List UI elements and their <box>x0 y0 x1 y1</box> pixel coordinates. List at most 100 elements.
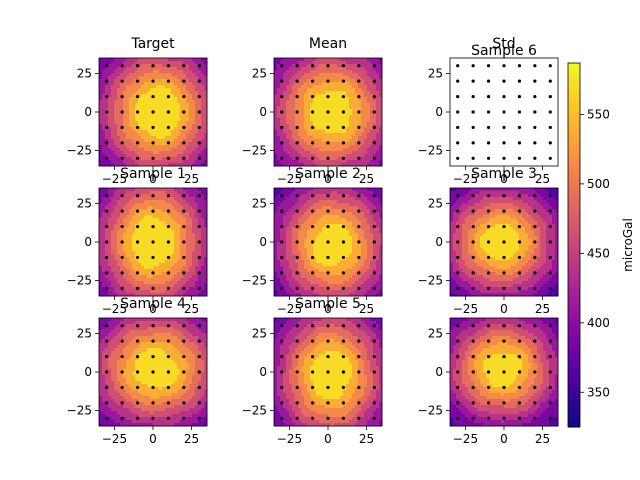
contour-cell <box>195 212 199 216</box>
contour-cell <box>274 263 278 267</box>
contour-cell <box>292 230 296 234</box>
contour-cell <box>334 260 338 264</box>
contour-cell <box>105 133 109 137</box>
contour-cell <box>180 121 184 125</box>
contour-cell <box>153 64 157 68</box>
contour-cell <box>355 61 359 65</box>
contour-cell <box>153 109 157 113</box>
contour-cell <box>120 121 124 125</box>
contour-cell <box>108 61 112 65</box>
contour-cell <box>325 218 329 222</box>
contour-cell <box>328 115 332 119</box>
contour-cell <box>204 236 208 240</box>
contour-cell <box>174 236 178 240</box>
contour-cell <box>319 67 323 71</box>
contour-cell <box>141 212 145 216</box>
contour-cell <box>204 191 208 195</box>
contour-cell <box>352 58 356 62</box>
contour-cell <box>135 58 139 62</box>
contour-cell <box>99 257 103 261</box>
station-dot <box>105 271 109 275</box>
station-dot <box>197 125 201 130</box>
contour-cell <box>132 91 136 95</box>
contour-cell <box>322 236 326 240</box>
contour-cell <box>156 121 160 125</box>
contour-cell <box>322 145 326 149</box>
contour-cell <box>292 272 296 276</box>
contour-cell <box>340 287 344 291</box>
contour-cell <box>343 130 347 134</box>
contour-cell <box>331 145 335 149</box>
contour-cell <box>168 269 172 273</box>
contour-cell <box>174 251 178 255</box>
contour-cell <box>108 212 112 216</box>
contour-cell <box>102 91 106 95</box>
contour-cell <box>349 157 353 161</box>
contour-cell <box>286 88 290 92</box>
contour-cell <box>277 248 281 252</box>
contour-cell <box>198 230 202 234</box>
contour-cell <box>337 133 341 137</box>
contour-cell <box>331 212 335 216</box>
contour-cell <box>114 58 118 62</box>
contour-cell <box>102 94 106 98</box>
contour-cell <box>114 106 118 110</box>
contour-cell <box>340 233 344 237</box>
contour-cell <box>123 121 127 125</box>
contour-cell <box>349 112 353 116</box>
contour-cell <box>352 76 356 80</box>
contour-cell <box>159 245 163 249</box>
contour-cell <box>201 293 205 297</box>
contour-cell <box>135 260 139 264</box>
contour-cell <box>126 248 130 252</box>
contour-cell <box>274 97 278 101</box>
contour-cell <box>111 112 115 116</box>
contour-cell <box>102 148 106 152</box>
contour-cell <box>283 260 287 264</box>
contour-cell <box>376 133 380 137</box>
contour-cell <box>99 106 103 110</box>
contour-cell <box>147 281 151 285</box>
contour-cell <box>135 293 139 297</box>
contour-cell <box>147 130 151 134</box>
contour-cell <box>126 73 130 77</box>
contour-cell <box>153 79 157 83</box>
contour-cell <box>307 127 311 131</box>
contour-cell <box>319 82 323 86</box>
contour-cell <box>295 91 299 95</box>
contour-cell <box>304 284 308 288</box>
contour-cell <box>135 88 139 92</box>
contour-cell <box>295 88 299 92</box>
contour-cell <box>99 284 103 288</box>
contour-cell <box>313 191 317 195</box>
station-dot <box>166 125 171 130</box>
contour-cell <box>147 109 151 113</box>
contour-cell <box>150 260 154 264</box>
contour-cell <box>150 118 154 122</box>
contour-cell <box>298 212 302 216</box>
contour-cell <box>334 130 338 134</box>
contour-cell <box>331 94 335 98</box>
contour-cell <box>138 284 142 288</box>
contour-cell <box>135 103 139 107</box>
contour-cell <box>120 269 124 273</box>
contour-cell <box>322 124 326 128</box>
contour-cell <box>138 263 142 267</box>
contour-cell <box>171 275 175 279</box>
contour-cell <box>379 151 383 155</box>
station-dot <box>517 94 522 99</box>
contour-cell <box>283 272 287 276</box>
contour-cell <box>340 218 344 222</box>
contour-cell <box>138 266 142 270</box>
contour-cell <box>346 106 350 110</box>
contour-cell <box>292 82 296 86</box>
contour-cell <box>114 278 118 282</box>
y-tick-label: 0 <box>259 105 267 119</box>
contour-cell <box>171 203 175 207</box>
contour-cell <box>349 82 353 86</box>
contour-cell <box>304 130 308 134</box>
contour-cell <box>361 76 365 80</box>
contour-cell <box>298 145 302 149</box>
contour-cell <box>159 281 163 285</box>
